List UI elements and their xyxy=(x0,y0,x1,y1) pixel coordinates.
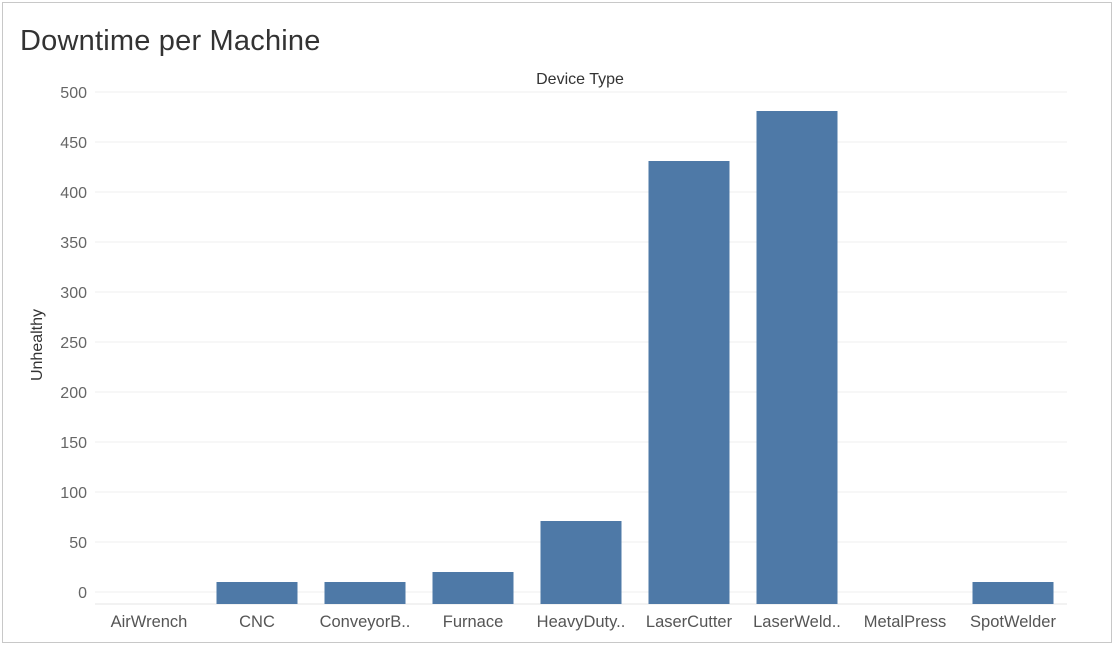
x-tick-label: MetalPress xyxy=(864,613,947,631)
bar-laserweld[interactable] xyxy=(756,111,838,604)
y-axis-title: Unhealthy xyxy=(29,309,46,381)
y-tick-label: 450 xyxy=(60,135,87,152)
gridlines xyxy=(95,91,1067,605)
y-tick-label: 400 xyxy=(60,185,87,202)
y-tick-label: 0 xyxy=(78,585,87,602)
y-tick-label: 150 xyxy=(60,435,87,452)
y-tick-label: 500 xyxy=(60,85,87,102)
y-tick-label: 350 xyxy=(60,235,87,252)
y-axis-ticks: 0 50 100 150 200 250 300 350 400 450 500 xyxy=(60,85,87,602)
x-tick-label: SpotWelder xyxy=(970,613,1056,631)
x-tick-label: AirWrench xyxy=(111,613,188,631)
bar-conveyorb[interactable] xyxy=(324,582,406,604)
bar-spotwelder[interactable] xyxy=(972,582,1054,604)
x-tick-label: ConveyorB.. xyxy=(320,613,411,631)
x-tick-label: CNC xyxy=(239,613,275,631)
bar-lasercutter[interactable] xyxy=(648,161,730,604)
x-tick-label: HeavyDuty.. xyxy=(537,613,626,631)
y-tick-label: 50 xyxy=(69,535,87,552)
bar-heavyduty[interactable] xyxy=(540,521,622,604)
x-axis-title: Device Type xyxy=(536,71,624,88)
y-tick-label: 300 xyxy=(60,285,87,302)
y-tick-label: 250 xyxy=(60,335,87,352)
chart-title: Downtime per Machine xyxy=(20,25,321,57)
bar-cnc[interactable] xyxy=(216,582,298,604)
y-tick-label: 100 xyxy=(60,485,87,502)
x-tick-label: Furnace xyxy=(443,613,504,631)
x-tick-label: LaserCutter xyxy=(646,613,733,631)
y-tick-label: 200 xyxy=(60,385,87,402)
x-tick-label: LaserWeld.. xyxy=(753,613,841,631)
bar-furnace[interactable] xyxy=(432,572,514,604)
bars xyxy=(216,111,1054,604)
x-axis-ticks: AirWrench CNC ConveyorB.. Furnace HeavyDuty.… xyxy=(111,613,1057,631)
